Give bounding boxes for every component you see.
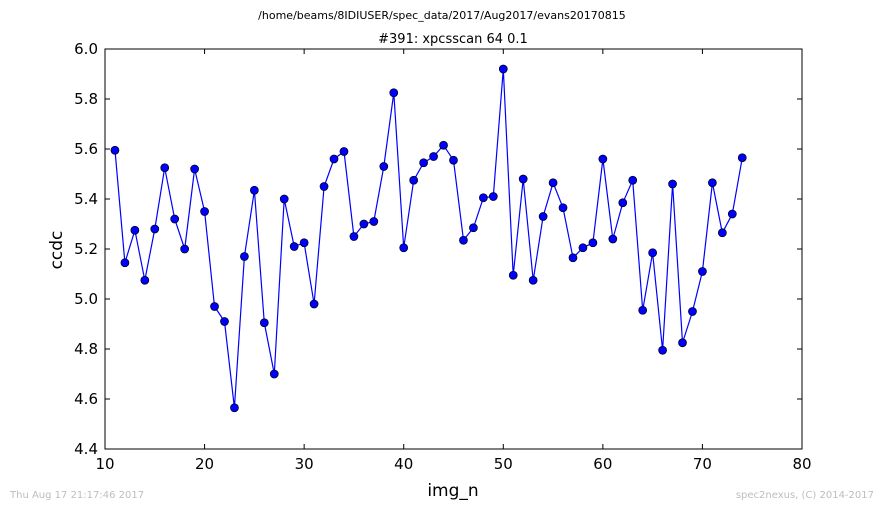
data-point	[708, 178, 717, 188]
data-point	[538, 212, 548, 221]
data-point	[668, 179, 677, 189]
data-point	[488, 192, 498, 201]
data-point	[608, 234, 618, 244]
series-line	[114, 68, 743, 408]
data-point	[329, 154, 339, 164]
x-tick-label: 70	[693, 455, 712, 473]
data-point	[568, 253, 578, 263]
data-point	[628, 175, 638, 185]
data-point	[598, 154, 608, 164]
data-point	[498, 64, 508, 74]
data-point	[379, 162, 389, 171]
data-point	[518, 174, 528, 184]
data-point	[688, 307, 697, 316]
y-tick-label: 5.2	[74, 240, 98, 258]
data-point	[409, 175, 419, 185]
data-point	[548, 178, 558, 188]
data-point	[269, 369, 279, 379]
x-tick-label: 30	[295, 455, 314, 473]
footer-credit: spec2nexus, (C) 2014-2017	[736, 490, 874, 501]
data-point	[259, 318, 269, 328]
y-tick-label: 5.8	[74, 90, 98, 108]
data-point	[180, 244, 190, 254]
plot-area	[104, 48, 803, 450]
data-point	[618, 198, 628, 208]
series-group	[110, 64, 747, 413]
y-tick-label: 4.8	[74, 340, 98, 358]
data-point	[678, 338, 687, 348]
data-point	[459, 235, 468, 245]
data-point	[638, 305, 648, 315]
data-point	[250, 185, 259, 195]
data-point	[210, 302, 219, 311]
data-point	[369, 217, 379, 226]
data-point	[429, 152, 438, 161]
data-point	[110, 145, 120, 155]
data-point	[160, 163, 170, 173]
data-point	[449, 155, 458, 165]
data-point	[479, 193, 488, 203]
data-point	[289, 242, 299, 251]
data-point	[508, 270, 518, 280]
series-points	[110, 64, 747, 413]
data-point	[349, 232, 359, 241]
data-point	[359, 219, 369, 229]
data-point	[737, 153, 747, 163]
data-point	[698, 267, 707, 276]
data-point	[120, 258, 130, 268]
y-tick-label: 4.6	[74, 390, 98, 408]
data-point	[309, 299, 319, 309]
data-point	[170, 214, 180, 224]
data-point	[339, 147, 349, 156]
data-point	[389, 88, 399, 98]
file-path-header: /home/beams/8IDIUSER/spec_data/2017/Aug2…	[258, 9, 626, 22]
x-tick-label: 40	[394, 455, 413, 473]
data-point	[658, 345, 667, 355]
data-point	[230, 403, 239, 413]
data-point	[439, 140, 448, 150]
data-point	[648, 248, 657, 258]
data-point	[240, 252, 249, 261]
footer-timestamp: Thu Aug 17 21:17:46 2017	[9, 490, 144, 501]
x-tick-label: 80	[792, 455, 811, 473]
data-point	[717, 228, 727, 238]
x-axis-ticks: 10 20 30 40 50 60 70 80	[95, 49, 812, 473]
x-tick-label: 60	[593, 455, 612, 473]
x-tick-label: 10	[95, 455, 114, 473]
y-tick-label: 5.4	[74, 190, 98, 208]
data-point	[528, 275, 538, 285]
data-point	[279, 194, 289, 204]
data-point	[150, 224, 160, 234]
y-axis-label: ccdc	[47, 231, 67, 270]
y-axis-ticks: 4.4 4.6 4.8 5.0 5.2 5.4 5.6 5.8 6.0	[74, 40, 802, 458]
data-point	[469, 223, 478, 233]
x-tick-label: 50	[494, 455, 513, 473]
data-point	[200, 207, 209, 216]
data-point	[140, 275, 150, 285]
data-point	[419, 158, 428, 168]
data-point	[588, 238, 598, 248]
data-point	[578, 243, 588, 253]
data-point	[130, 225, 140, 235]
data-point	[558, 203, 568, 213]
data-point	[399, 243, 409, 253]
y-tick-label: 5.6	[74, 140, 98, 158]
x-tick-label: 20	[195, 455, 214, 473]
data-point	[220, 317, 229, 326]
chart-title: #391: xpcsscan 64 0.1	[378, 32, 528, 47]
y-tick-label: 5.0	[74, 290, 98, 308]
y-tick-label: 4.4	[74, 440, 98, 458]
y-tick-label: 6.0	[74, 40, 98, 58]
x-axis-label: img_n	[427, 481, 478, 501]
data-point	[299, 238, 309, 248]
data-point	[190, 164, 199, 174]
data-point	[727, 209, 737, 219]
data-point	[319, 182, 329, 191]
